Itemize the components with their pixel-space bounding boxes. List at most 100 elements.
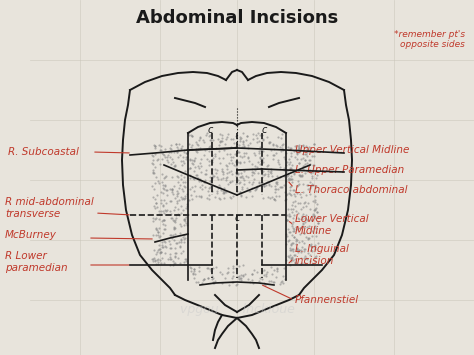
Point [183,202,191,207]
Point [276,282,283,287]
Point [212,146,219,151]
Point [297,255,305,261]
Point [250,170,258,176]
Point [292,237,300,242]
Point [312,189,319,194]
Point [288,202,296,208]
Point [294,201,301,206]
Point [268,174,275,179]
Point [153,227,161,233]
Point [286,159,293,165]
Point [311,215,319,221]
Point [187,192,195,198]
Point [301,162,309,167]
Point [225,282,233,288]
Point [289,215,296,221]
Point [309,198,317,204]
Point [208,146,216,151]
Point [301,248,308,254]
Point [230,162,237,168]
Point [232,158,239,164]
Point [187,268,194,274]
Point [278,131,286,136]
Point [162,187,170,193]
Point [177,203,185,208]
Point [180,189,187,194]
Point [308,183,315,189]
Point [178,224,185,229]
Point [223,174,231,180]
Point [172,204,179,210]
Point [185,141,193,147]
Point [287,247,295,252]
Point [269,141,277,147]
Point [192,279,200,284]
Point [292,208,300,213]
Point [233,189,241,194]
Point [179,207,186,213]
Point [288,221,295,227]
Point [241,169,248,174]
Point [173,193,181,199]
Point [174,191,182,196]
Point [218,132,225,138]
Point [230,273,237,279]
Point [279,280,286,286]
Point [177,176,185,182]
Point [290,191,298,197]
Point [213,191,221,196]
Point [279,147,287,153]
Point [301,246,309,252]
Point [239,130,247,136]
Point [202,132,210,138]
Point [307,169,314,175]
Point [281,197,289,203]
Point [272,180,280,186]
Point [175,186,183,191]
Point [161,182,169,188]
Point [289,220,297,225]
Point [152,225,160,231]
Point [158,242,165,248]
Point [191,159,198,164]
Point [290,188,297,193]
Point [301,224,308,230]
Point [273,193,280,198]
Point [297,206,305,212]
Point [242,173,249,179]
Point [299,260,306,266]
Point [154,256,162,262]
Point [177,237,185,242]
Point [160,151,167,157]
Point [181,216,189,222]
Point [156,233,164,239]
Point [172,213,180,218]
Point [301,170,309,176]
Point [287,255,295,261]
Point [201,184,209,190]
Point [301,163,308,169]
Point [166,256,174,262]
Point [172,240,180,246]
Point [312,183,319,189]
Point [199,182,206,188]
Point [259,160,266,165]
Point [288,153,295,159]
Point [308,153,315,158]
Point [256,155,264,160]
Point [182,154,190,160]
Point [220,195,228,200]
Point [216,195,223,201]
Point [260,137,267,142]
Point [149,215,156,221]
Point [310,142,318,147]
Point [149,161,157,167]
Point [205,133,213,138]
Point [160,217,168,223]
Point [160,260,168,266]
Point [287,241,295,247]
Point [251,164,259,169]
Point [176,243,183,249]
Point [248,169,256,175]
Point [170,224,178,229]
